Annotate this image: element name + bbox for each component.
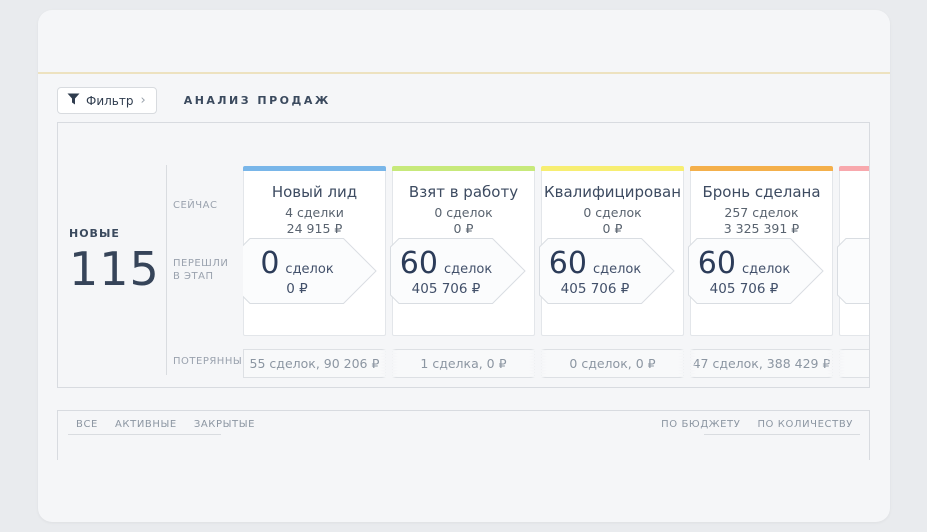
tear-edge-right [380,349,386,378]
mode-by-quantity[interactable]: ПО КОЛИЧЕСТВУ [757,419,853,430]
arrow-shape-icon [539,238,675,304]
stage-now-budget: 24 915 ₽ [286,221,343,236]
app-window: Фильтр › АНАЛИЗ ПРОДАЖ НОВЫЕ 115 СЕЙЧАС … [38,10,890,522]
stage-moved-count: 60 [399,245,438,281]
row-label-moved-line1: ПЕРЕШЛИ [173,258,229,269]
funnel-summary-label: НОВЫЕ [69,227,120,240]
funnel-summary-value: 115 [69,242,160,296]
stage-color-bar [243,166,386,171]
tear-edge-left [541,349,547,378]
vertical-divider [166,165,167,375]
chevron-right-icon: › [140,93,146,108]
stage-now-budget: 0 ₽ [602,221,623,236]
stage-color-bar [392,166,535,171]
stage-lost-text: 1 сделка, 0 ₽ [420,356,507,371]
sales-funnel-panel: НОВЫЕ 115 СЕЙЧАС ПЕРЕШЛИ В ЭТАП ПОТЕРЯНН… [57,122,870,388]
stage-lost-bar[interactable] [839,349,869,378]
arrow-shape-icon [243,238,377,304]
display-mode-tabs: ПО БЮДЖЕТУ ПО КОЛИЧЕСТВУ [661,419,853,430]
row-label-moved: ПЕРЕШЛИ В ЭТАП [173,257,241,283]
stage-moved-count: 60 [548,245,587,281]
stage-name: Взят в работу [408,183,519,201]
funnel-stage-card[interactable]: Новый лид 4 сделки 24 915 ₽ 0 сделок 0 ₽… [243,123,386,387]
deal-filter-tabs: ВСЕ АКТИВНЫЕ ЗАКРЫТЫЕ [76,419,255,430]
stage-now-budget: 0 ₽ [453,221,474,236]
stage-lost-text: 47 сделок, 388 429 ₽ [692,356,831,371]
stage-moved-count: 60 [697,245,736,281]
filter-button[interactable]: Фильтр › [57,87,157,114]
toolbar: Фильтр › АНАЛИЗ ПРОДАЖ [57,87,331,114]
stage-moved-suffix: сделок [741,261,791,277]
stage-moved-budget: 405 706 ₽ [411,280,481,297]
funnel-stage-card[interactable]: Квалифицирован 0 сделок 0 ₽ 60 сделок 40… [539,123,684,387]
tear-edge-right [529,349,535,378]
stage-moved-arrow: 60 сделок 405 706 ₽ [390,238,526,304]
tear-edge-left [392,349,398,378]
stage-now-count: 4 сделки [285,205,344,220]
stage-moved-arrow [837,238,869,304]
deals-list-panel: ВСЕ АКТИВНЫЕ ЗАКРЫТЫЕ ПО БЮДЖЕТУ ПО КОЛИ… [57,410,870,460]
funnel-stage-card[interactable]: Бронь сделана 257 сделок 3 325 391 ₽ 60 … [688,123,833,387]
tear-edge-right [678,349,684,378]
stage-moved-values: 60 сделок 405 706 ₽ [539,238,651,304]
stage-moved-suffix: сделок [443,261,493,277]
stage-lost-bar[interactable]: 55 сделок, 90 206 ₽ [243,349,386,378]
modes-underline [704,434,860,435]
stage-moved-budget: 405 706 ₽ [709,280,779,297]
stage-moved-values: 0 сделок 0 ₽ [243,238,353,304]
mode-by-budget[interactable]: ПО БЮДЖЕТУ [661,419,741,430]
arrow-shape-icon [390,238,526,304]
stage-color-bar [541,166,684,171]
tab-all[interactable]: ВСЕ [76,419,98,430]
stage-moved-count: 0 [260,245,280,281]
tear-edge-left [839,349,845,378]
stage-lost-bar[interactable]: 0 сделок, 0 ₽ [541,349,684,378]
stage-moved-budget: 0 ₽ [286,280,308,297]
stage-moved-arrow: 60 сделок 405 706 ₽ [688,238,824,304]
stage-moved-values: 60 сделок 405 706 ₽ [688,238,800,304]
funnel-stage-card[interactable]: Взят в работу 0 сделок 0 ₽ 60 сделок 405… [390,123,535,387]
stage-lost-bar[interactable]: 47 сделок, 388 429 ₽ [690,349,833,378]
funnel-stages: Новый лид 4 сделки 24 915 ₽ 0 сделок 0 ₽… [243,123,869,387]
stage-lost-text: 55 сделок, 90 206 ₽ [249,356,380,371]
stage-name: Квалифицирован [543,183,682,201]
stage-name: Бронь сделана [702,183,821,201]
row-label-moved-line2: В ЭТАП [173,271,214,282]
stage-moved-values: 60 сделок 405 706 ₽ [390,238,502,304]
page-title: АНАЛИЗ ПРОДАЖ [183,94,331,107]
arrow-shape-icon [837,238,869,304]
header-divider-line [38,72,890,74]
tab-active[interactable]: АКТИВНЫЕ [114,419,177,430]
stage-moved-suffix: сделок [592,261,642,277]
stage-now-count: 257 сделок [724,205,799,220]
stage-moved-values [837,238,869,304]
tab-closed[interactable]: ЗАКРЫТЫЕ [193,419,256,430]
arrow-shape-icon [688,238,824,304]
tabs-underline [68,434,221,435]
stage-moved-arrow: 60 сделок 405 706 ₽ [539,238,675,304]
stage-now-count: 0 сделок [583,205,642,220]
stage-moved-arrow: 0 сделок 0 ₽ [243,238,377,304]
row-label-now: СЕЙЧАС [173,200,218,211]
stage-moved-suffix: сделок [285,261,334,277]
filter-button-label: Фильтр [86,93,134,108]
stage-now-budget: 3 325 391 ₽ [723,221,800,236]
stage-color-bar [690,166,833,171]
funnel-stage-card[interactable] [837,123,869,387]
stage-moved-budget: 405 706 ₽ [560,280,630,297]
filter-funnel-icon [67,93,80,109]
stage-name: Новый лид [271,183,358,201]
stage-lost-text: 0 сделок, 0 ₽ [569,356,656,371]
funnel-summary: НОВЫЕ 115 [69,227,160,296]
stage-now-count: 0 сделок [434,205,493,220]
row-label-lost: ПОТЕРЯННЫЕ [173,356,249,367]
stage-color-bar [839,166,869,171]
stage-lost-bar[interactable]: 1 сделка, 0 ₽ [392,349,535,378]
